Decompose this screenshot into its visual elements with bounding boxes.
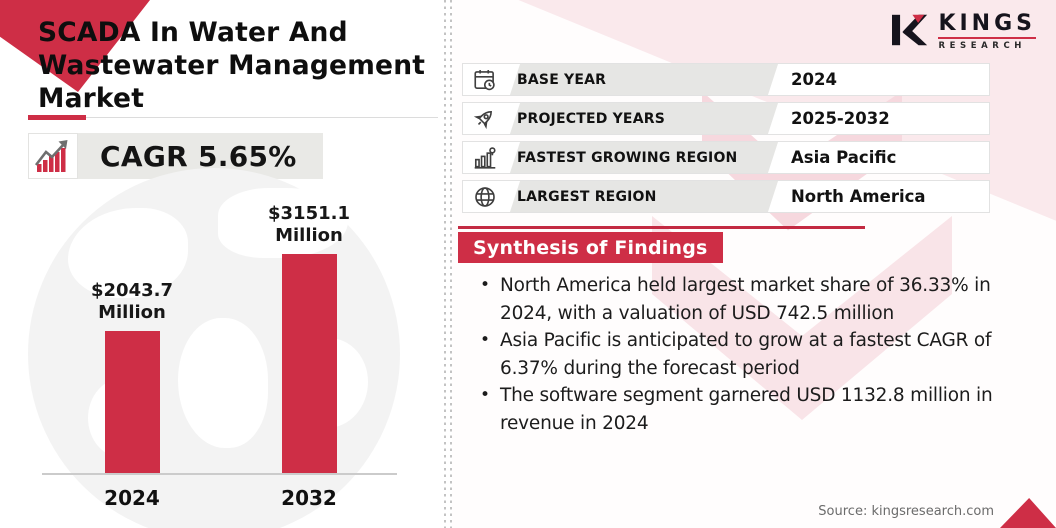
info-label: BASE YEAR (517, 71, 607, 88)
bar-value-label: $3151.1 Million (268, 203, 350, 246)
bullet-icon: • (479, 330, 491, 350)
synthesis-heading-badge: Synthesis of Findings (458, 232, 723, 263)
bar-group-2024: $2043.7 Million (62, 280, 202, 473)
info-value: 2025-2032 (791, 109, 890, 128)
bar-chart: $2043.7 Million $3151.1 Million 2024 203… (0, 0, 444, 528)
x-tick-2032: 2032 (281, 486, 337, 510)
world-map-watermark (28, 168, 400, 528)
source-credit: Source: kingsresearch.com (818, 504, 994, 519)
logo-brand-text: KINGS (938, 11, 1036, 36)
growth-region-icon (463, 142, 507, 173)
list-item: • Asia Pacific is anticipated to grow at… (470, 327, 1022, 382)
findings-list: • North America held largest market shar… (470, 272, 1022, 437)
info-row-projected-years: PROJECTED YEARS 2025-2032 (462, 102, 990, 135)
page-title: SCADA In Water And Wastewater Management… (38, 17, 426, 114)
calendar-clock-icon (463, 64, 507, 95)
synthesis-rule (458, 226, 865, 229)
bullet-icon: • (479, 385, 491, 405)
x-tick-2024: 2024 (104, 486, 160, 510)
left-panel: SCADA In Water And Wastewater Management… (0, 0, 444, 528)
info-row-base-year: BASE YEAR 2024 (462, 63, 990, 96)
list-item: • The software segment garnered USD 1132… (470, 382, 1022, 437)
synthesis-heading: Synthesis of Findings (473, 236, 708, 259)
info-row-largest-region: LARGEST REGION North America (462, 180, 990, 213)
panel-divider (450, 0, 452, 528)
kings-research-logo: KINGS RESEARCH (892, 12, 1036, 51)
info-label: PROJECTED YEARS (517, 110, 665, 127)
info-value: North America (791, 187, 926, 206)
bar-group-2032: $3151.1 Million (239, 203, 379, 473)
title-underline-rule (86, 117, 438, 118)
rocket-icon (463, 103, 507, 134)
cagr-value: CAGR 5.65% (100, 139, 297, 173)
globe-icon (463, 181, 507, 212)
logo-sub-text: RESEARCH (938, 40, 1026, 51)
bar-2024 (104, 331, 160, 473)
bar-2032 (281, 254, 337, 473)
kings-k-mark (892, 14, 928, 46)
info-value: Asia Pacific (791, 148, 897, 167)
bar-value-label: $2043.7 Million (91, 280, 173, 323)
panel-divider (444, 0, 446, 528)
corner-triangle (1000, 498, 1056, 528)
logo-rule (938, 37, 1036, 39)
info-value: 2024 (791, 70, 837, 89)
list-item: • North America held largest market shar… (470, 272, 1022, 327)
right-panel: KINGS RESEARCH BASE YEAR 2024 (452, 0, 1056, 528)
info-label: FASTEST GROWING REGION (517, 149, 738, 166)
growth-chart-icon (28, 133, 78, 179)
info-row-fastest-growing-region: FASTEST GROWING REGION Asia Pacific (462, 141, 990, 174)
title-underline-accent (28, 115, 86, 120)
bullet-icon: • (479, 275, 491, 295)
x-axis-line (42, 473, 397, 475)
info-label: LARGEST REGION (517, 188, 657, 205)
